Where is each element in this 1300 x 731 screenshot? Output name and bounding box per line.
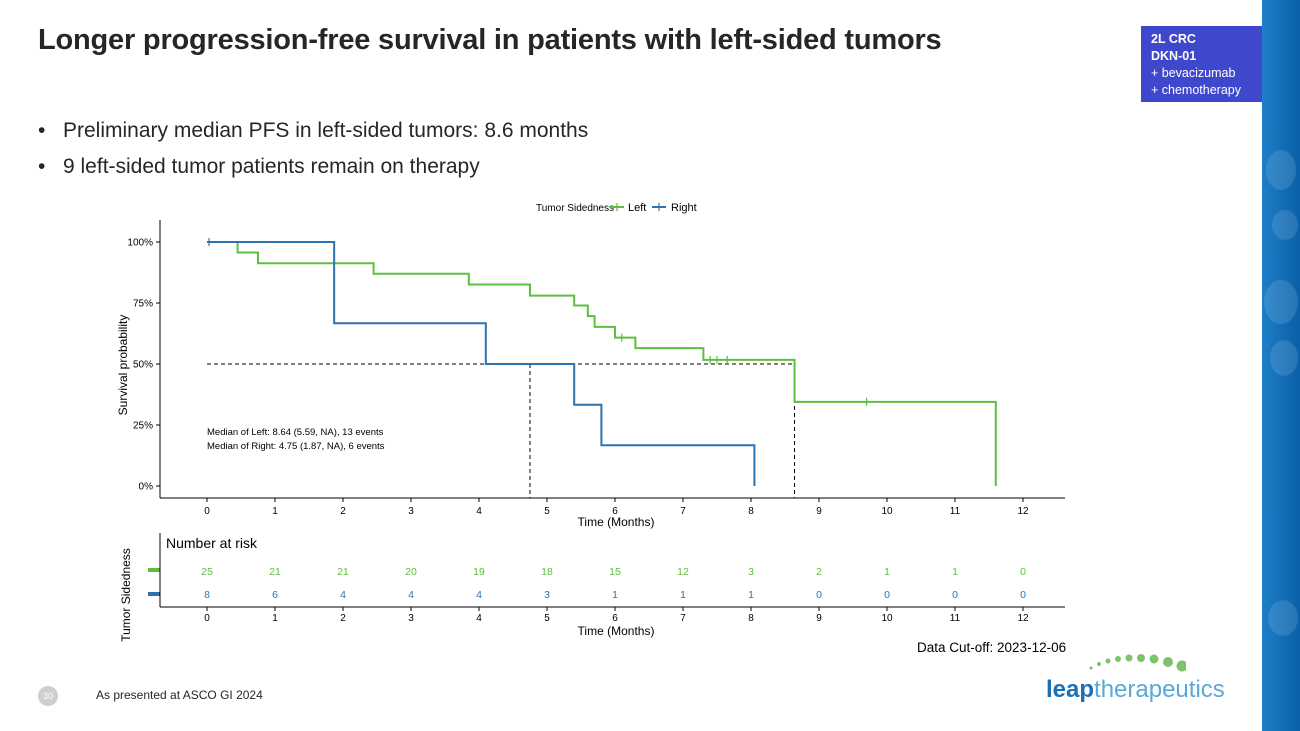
risk-row-right-swatch xyxy=(148,592,160,596)
risk-count-left: 15 xyxy=(609,566,621,578)
risk-count-left: 1 xyxy=(952,566,958,578)
bullet-item: • Preliminary median PFS in left-sided tu… xyxy=(38,119,589,142)
risk-x-tick-label: 2 xyxy=(340,613,346,624)
page-number: 30 xyxy=(38,686,58,706)
km-chart-svg: Tumor Sidedness Left Right 0%25%50%75%10… xyxy=(116,202,1065,642)
risk-count-left: 19 xyxy=(473,566,485,578)
risk-table-xlabel: Time (Months) xyxy=(578,624,655,638)
risk-count-left: 21 xyxy=(269,566,281,578)
risk-x-tick-label: 1 xyxy=(272,613,278,624)
company-logo: leaptherapeutics xyxy=(1046,654,1225,704)
risk-x-tick-label: 6 xyxy=(612,613,618,624)
risk-x-tick-label: 0 xyxy=(204,613,210,624)
logo-text-light: therapeutics xyxy=(1094,676,1225,703)
y-tick-label: 25% xyxy=(133,421,153,432)
risk-count-right: 4 xyxy=(340,589,346,601)
data-cutoff: Data Cut-off: 2023-12-06 xyxy=(917,640,1067,655)
legend-label-right: Right xyxy=(671,202,697,214)
risk-count-left: 25 xyxy=(201,566,213,578)
risk-count-right: 1 xyxy=(680,589,686,601)
tag-line: 2L CRC xyxy=(1151,32,1196,46)
risk-count-left: 3 xyxy=(748,566,754,578)
risk-table-title: Number at risk xyxy=(166,535,258,551)
logo-dots-icon xyxy=(1089,654,1186,672)
tag-line: DKN-01 xyxy=(1151,49,1197,63)
risk-count-right: 1 xyxy=(748,589,754,601)
risk-count-left: 1 xyxy=(884,566,890,578)
y-tick-label: 75% xyxy=(133,299,153,310)
risk-count-left: 21 xyxy=(337,566,349,578)
x-tick-label: 7 xyxy=(680,506,686,517)
y-axis-label: Survival probability xyxy=(116,315,130,416)
slide-title: Longer progression-free survival in pati… xyxy=(38,24,942,56)
risk-x-tick-label: 7 xyxy=(680,613,686,624)
bullet-text: 9 left-sided tumor patients remain on th… xyxy=(63,155,480,178)
x-axis-label: Time (Months) xyxy=(578,515,655,529)
risk-count-left: 20 xyxy=(405,566,417,578)
risk-x-tick-label: 5 xyxy=(544,613,550,624)
km-chart: Tumor Sidedness Left Right 0% 25% 50% 75% 10… xyxy=(110,190,1070,660)
risk-count-right: 4 xyxy=(476,589,482,601)
decorative-sidebar xyxy=(1262,0,1300,731)
risk-count-right: 0 xyxy=(1020,589,1026,601)
risk-count-left: 18 xyxy=(541,566,553,578)
risk-count-right: 1 xyxy=(612,589,618,601)
bullet-item: • 9 left-sided tumor patients remain on t… xyxy=(38,155,480,178)
risk-count-right: 4 xyxy=(408,589,414,601)
risk-count-right: 8 xyxy=(204,589,210,601)
risk-count-right: 0 xyxy=(816,589,822,601)
median-annotation-left: Median of Left: 8.64 (5.59, NA), 13 even… xyxy=(207,427,384,438)
risk-table-ylabel: Tumor Sidedness xyxy=(119,548,133,642)
plot-area: 0%25%50%75%100%0 1 2 3 4 5 6 7 8 9 10 11 12 xyxy=(127,220,1065,517)
risk-count-left: 12 xyxy=(677,566,689,578)
footer-note: As presented at ASCO GI 2024 xyxy=(96,688,263,702)
risk-x-tick-label: 12 xyxy=(1017,613,1029,624)
x-tick-label: 10 xyxy=(881,506,893,517)
x-tick-label: 6 xyxy=(612,506,618,517)
y-tick-label: 0% xyxy=(139,482,154,493)
risk-x-tick-label: 11 xyxy=(950,613,961,624)
x-tick-label: 5 xyxy=(544,506,550,517)
risk-table: Number at risk Tumor Sidedness Time (Mon… xyxy=(119,533,1065,642)
legend-title: Tumor Sidedness xyxy=(536,203,614,214)
y-tick-label: 100% xyxy=(127,238,153,249)
risk-row-left-swatch xyxy=(148,568,160,572)
risk-count-right: 3 xyxy=(544,589,550,601)
x-tick-label: 8 xyxy=(748,506,754,517)
tag-line: + chemotherapy xyxy=(1151,83,1241,97)
km-curve-left xyxy=(207,241,997,486)
risk-count-left: 2 xyxy=(816,566,822,578)
y-tick-label: 50% xyxy=(133,360,153,371)
study-tag: 2L CRC DKN-01 + bevacizumab + chemothera… xyxy=(1141,26,1262,102)
x-tick-label: 9 xyxy=(816,506,822,517)
x-tick-label: 3 xyxy=(408,506,414,517)
km-curve-right xyxy=(207,241,756,486)
risk-count-right: 6 xyxy=(272,589,278,601)
risk-x-tick-label: 4 xyxy=(476,613,482,624)
tag-line: + bevacizumab xyxy=(1151,66,1236,80)
bullet-list: • Preliminary median PFS in left-sided tu… xyxy=(38,113,588,185)
risk-x-tick-label: 9 xyxy=(816,613,822,624)
x-tick-label: 11 xyxy=(950,506,961,517)
logo-text-bold: leap xyxy=(1046,676,1095,703)
x-tick-label: 0 xyxy=(204,506,210,517)
risk-x-tick-label: 10 xyxy=(881,613,893,624)
x-tick-label: 4 xyxy=(476,506,482,517)
median-annotation-right: Median of Right: 4.75 (1.87, NA), 6 even… xyxy=(207,441,385,452)
risk-x-tick-label: 8 xyxy=(748,613,754,624)
chart-legend: Tumor Sidedness Left Right xyxy=(536,202,697,214)
bullet-text: Preliminary median PFS in left-sided tum… xyxy=(63,119,589,142)
legend-label-left: Left xyxy=(628,202,646,214)
risk-x-tick-label: 3 xyxy=(408,613,414,624)
x-tick-label: 12 xyxy=(1017,506,1029,517)
risk-count-right: 0 xyxy=(952,589,958,601)
risk-count-right: 0 xyxy=(884,589,890,601)
x-tick-label: 1 xyxy=(272,506,278,517)
risk-count-left: 0 xyxy=(1020,566,1026,578)
x-tick-label: 2 xyxy=(340,506,346,517)
